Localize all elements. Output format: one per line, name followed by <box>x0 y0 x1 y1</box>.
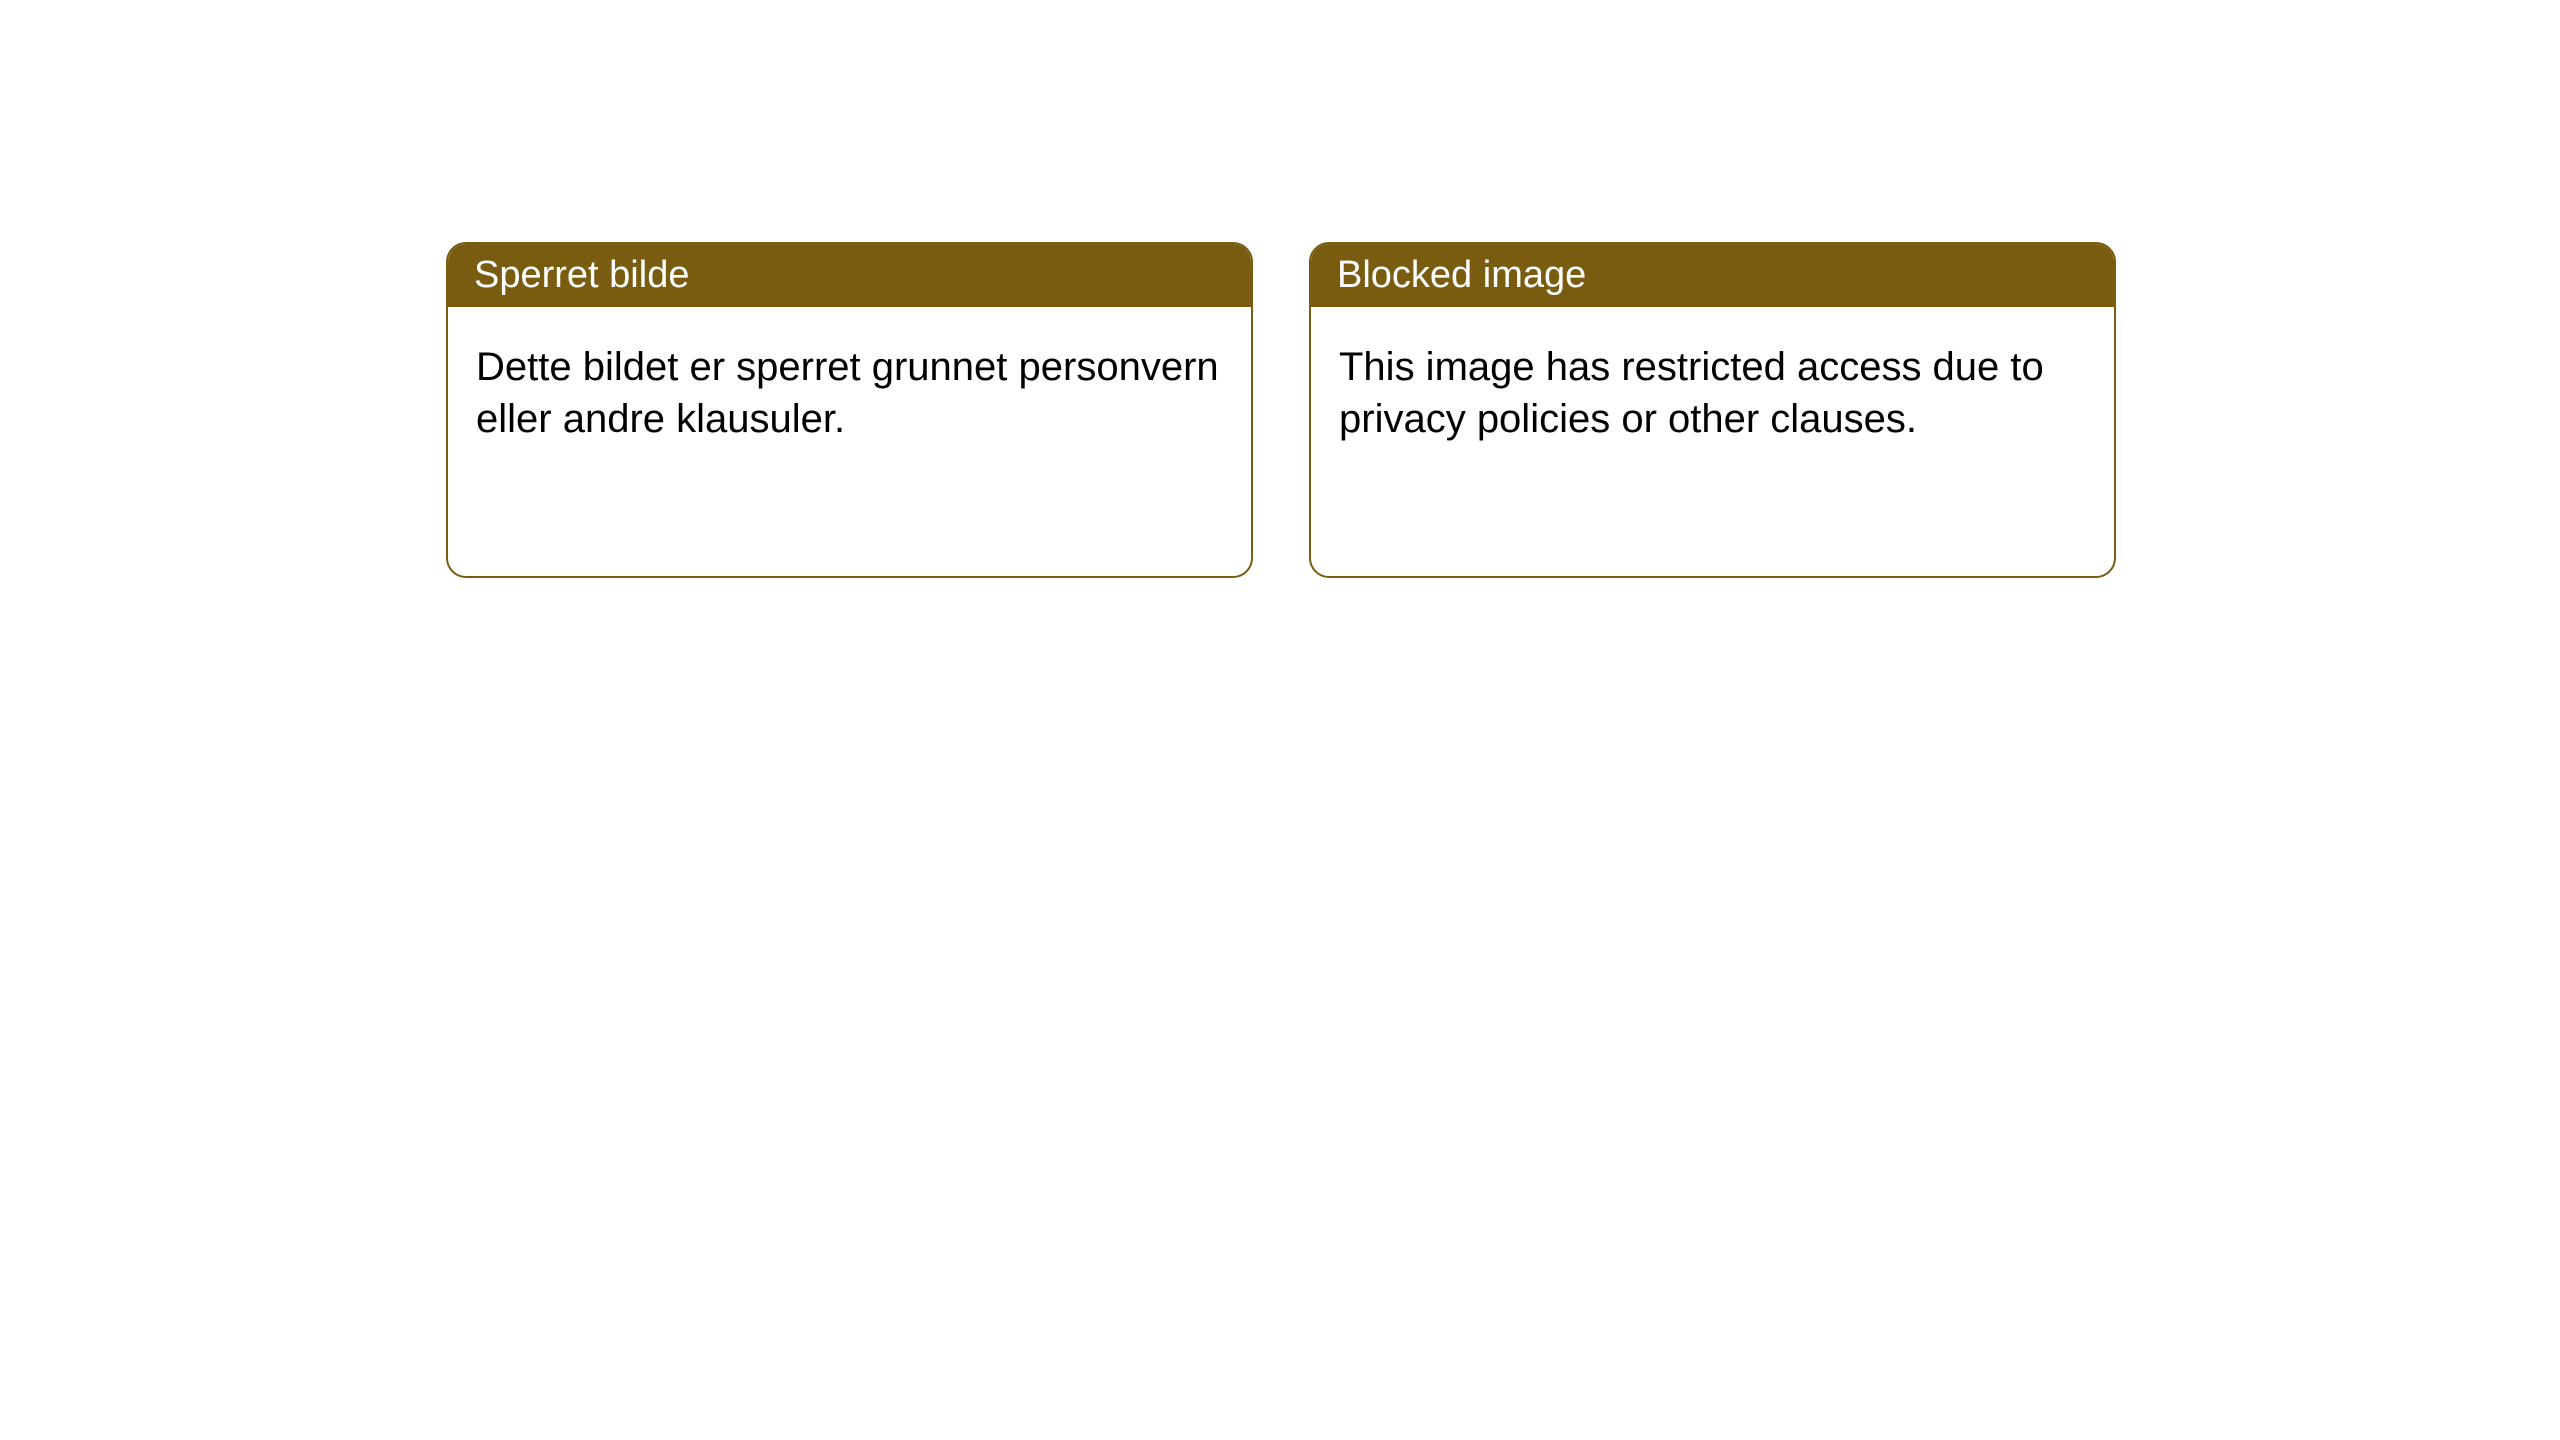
notice-card-body: Dette bildet er sperret grunnet personve… <box>448 307 1251 479</box>
notice-card-header: Sperret bilde <box>448 244 1251 307</box>
notice-card-header: Blocked image <box>1311 244 2114 307</box>
notice-cards-container: Sperret bilde Dette bildet er sperret gr… <box>0 0 2560 578</box>
notice-card-norwegian: Sperret bilde Dette bildet er sperret gr… <box>446 242 1253 578</box>
notice-card-english: Blocked image This image has restricted … <box>1309 242 2116 578</box>
notice-card-body: This image has restricted access due to … <box>1311 307 2114 479</box>
